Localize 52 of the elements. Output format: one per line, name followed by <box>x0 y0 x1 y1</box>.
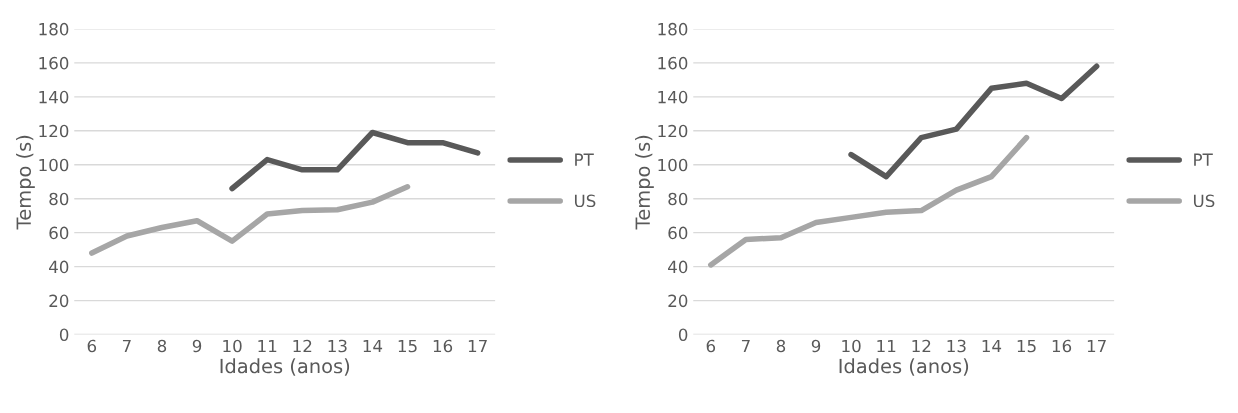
x-tick-label: 11 <box>258 339 277 353</box>
y-tick-label: 0 <box>59 328 69 342</box>
x-tick-label: 11 <box>877 339 896 353</box>
x-tick-label: 9 <box>811 339 821 353</box>
y-tick-label: 160 <box>658 56 688 70</box>
y-tick-label: 40 <box>49 260 69 274</box>
x-tick-label: 9 <box>192 339 202 353</box>
y-axis-title: Tempo (s) <box>16 135 35 230</box>
x-tick-label: 15 <box>398 339 417 353</box>
y-tick-label: 140 <box>658 90 688 104</box>
y-tick-label: 140 <box>39 90 69 104</box>
x-tick-label: 13 <box>947 339 966 353</box>
x-tick-label: 12 <box>293 339 312 353</box>
y-tick-label: 60 <box>49 226 69 240</box>
x-tick-label: 10 <box>223 339 242 353</box>
x-tick-label: 12 <box>912 339 931 353</box>
y-tick-label: 80 <box>668 192 688 206</box>
x-tick-label: 7 <box>122 339 131 353</box>
x-tick-label: 8 <box>776 339 786 353</box>
y-tick-label: 20 <box>668 294 688 308</box>
legend-label: PT <box>1194 153 1213 166</box>
x-tick-label: 13 <box>328 339 347 353</box>
legend-label: US <box>574 194 596 208</box>
y-tick-label: 180 <box>658 22 688 36</box>
y-tick-label: 100 <box>39 158 69 172</box>
y-tick-label: 80 <box>49 192 69 206</box>
x-tick-label: 7 <box>741 339 750 353</box>
x-axis-title: Idades (anos) <box>839 358 969 376</box>
y-axis-title: Tempo (s) <box>635 135 654 230</box>
y-tick-label: 60 <box>668 226 688 240</box>
y-tick-label: 160 <box>39 56 69 70</box>
x-tick-label: 17 <box>1087 339 1106 353</box>
x-tick-label: 10 <box>842 339 861 353</box>
y-tick-label: 100 <box>658 158 688 172</box>
x-tick-label: 6 <box>87 339 97 353</box>
y-tick-label: 120 <box>658 124 688 138</box>
y-tick-label: 120 <box>39 124 69 138</box>
x-tick-label: 14 <box>982 339 1002 353</box>
y-tick-label: 180 <box>39 22 69 36</box>
x-tick-label: 17 <box>468 339 487 353</box>
x-tick-label: 6 <box>706 339 716 353</box>
y-tick-label: 40 <box>668 260 688 274</box>
x-tick-label: 8 <box>157 339 167 353</box>
y-tick-label: 0 <box>678 328 688 342</box>
x-tick-label: 16 <box>433 339 453 353</box>
x-axis-title: Idades (anos) <box>220 358 350 376</box>
x-tick-label: 15 <box>1017 339 1036 353</box>
x-tick-label: 14 <box>363 339 383 353</box>
legend-label: PT <box>575 153 594 166</box>
y-tick-label: 20 <box>49 294 69 308</box>
legend-label: US <box>1193 194 1215 208</box>
x-tick-label: 16 <box>1052 339 1072 353</box>
